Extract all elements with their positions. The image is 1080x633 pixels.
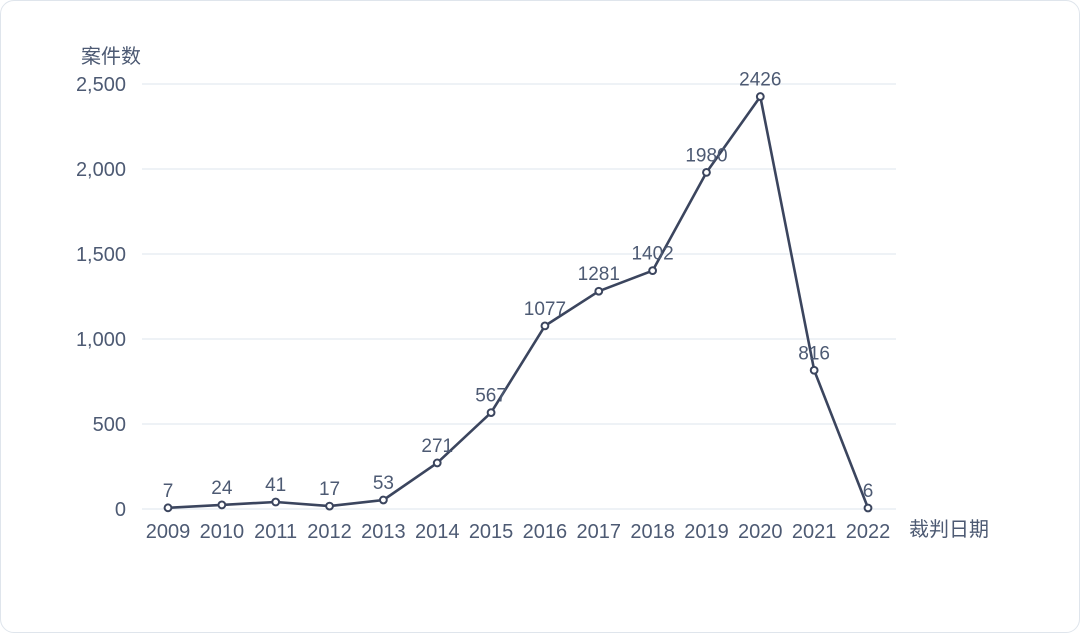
data-point-label: 53 <box>373 473 394 494</box>
y-tick-label: 500 <box>93 414 126 436</box>
data-point-label: 7 <box>163 481 174 502</box>
labels-group: 0 500 1,000 1,500 2,000 2,500 2009 2010 2011 2012… <box>76 70 890 543</box>
x-tick-label: 2018 <box>630 521 675 543</box>
x-tick-label: 2020 <box>738 521 783 543</box>
data-point-marker <box>648 266 658 276</box>
series-group <box>163 92 873 513</box>
data-point-marker <box>163 503 173 513</box>
data-point-marker <box>378 495 388 505</box>
data-point-marker <box>702 168 711 177</box>
data-point-label: 1077 <box>524 299 566 320</box>
data-point-marker <box>325 501 334 511</box>
y-axis-title: 案件数 <box>81 45 141 68</box>
data-point-label: 24 <box>211 478 233 499</box>
x-tick-label: 2013 <box>361 521 406 543</box>
x-tick-label: 2010 <box>200 521 245 543</box>
data-point-marker <box>432 458 442 468</box>
data-point-label: 2426 <box>739 70 781 91</box>
data-point-marker <box>809 365 819 375</box>
x-tick-label: 2022 <box>846 521 891 543</box>
data-point-label: 41 <box>265 475 286 496</box>
x-tick-label: 2019 <box>684 521 729 543</box>
data-point-label: 271 <box>421 436 453 457</box>
y-tick-label: 0 <box>115 499 126 521</box>
y-tick-label: 2,000 <box>76 159 126 181</box>
x-tick-label: 2015 <box>469 521 514 543</box>
y-tick-label: 2,500 <box>76 74 126 96</box>
x-tick-label: 2021 <box>792 521 837 543</box>
data-point-marker <box>863 503 873 513</box>
data-point-label: 1281 <box>578 264 620 285</box>
data-point-marker <box>755 92 765 101</box>
data-point-label: 6 <box>863 481 874 502</box>
data-point-marker <box>271 497 281 507</box>
gridlines-group <box>142 83 896 510</box>
x-tick-label: 2017 <box>577 521 622 543</box>
series-line <box>166 95 870 510</box>
x-tick-label: 2009 <box>146 521 191 543</box>
x-tick-label: 2016 <box>523 521 568 543</box>
x-tick-label: 2014 <box>415 521 460 543</box>
data-point-label: 1980 <box>685 145 727 166</box>
data-point-marker <box>594 286 604 296</box>
x-axis-title: 裁判日期 <box>909 518 989 541</box>
x-tick-label: 2012 <box>307 521 352 543</box>
data-point-label: 17 <box>319 479 340 500</box>
data-point-label: 567 <box>475 386 507 407</box>
data-point-marker <box>540 321 550 331</box>
data-point-marker <box>217 500 227 510</box>
x-tick-label: 2011 <box>254 521 297 543</box>
data-point-label: 816 <box>798 343 830 364</box>
data-point-label: 1402 <box>631 244 673 265</box>
y-tick-label: 1,000 <box>76 329 126 351</box>
data-point-marker <box>486 408 496 418</box>
y-tick-label: 1,500 <box>76 244 126 266</box>
